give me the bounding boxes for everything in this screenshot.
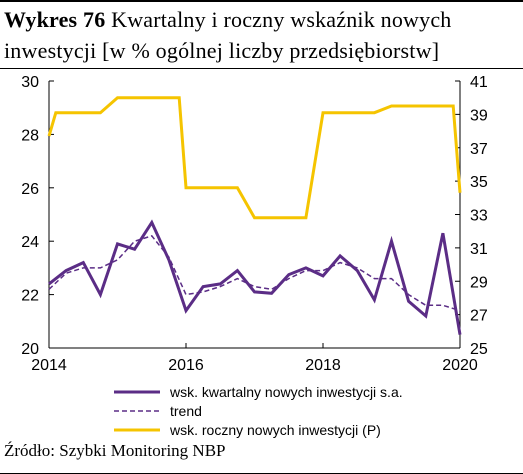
y-left-tick-label: 26 <box>21 181 39 198</box>
y-right-tick-label: 33 <box>470 208 488 225</box>
x-tick-label: 2016 <box>168 357 204 374</box>
quarterly-index-line <box>48 219 462 335</box>
legend-label: wsk. roczny nowych inwestycji (P) <box>169 422 381 438</box>
x-tick-label: 2018 <box>305 357 341 374</box>
figure-label: Wykres 76 <box>4 7 106 32</box>
y-right-tick-label: 37 <box>470 141 488 158</box>
legend-label: wsk. kwartalny nowych inwestycji s.a. <box>169 384 403 400</box>
y-left-tick-label: 20 <box>21 341 39 358</box>
y-left-tick-label: 22 <box>21 288 39 305</box>
source-note: Źródło: Szybki Monitoring NBP <box>4 441 226 460</box>
y-right-tick-label: 35 <box>470 174 488 191</box>
y-right-tick-label: 31 <box>470 241 488 258</box>
y-left-tick-label: 30 <box>21 74 39 91</box>
y-left-tick-label: 24 <box>21 234 39 251</box>
y-left-tick-label: 28 <box>21 127 39 144</box>
top-rule <box>0 0 523 2</box>
chart: 20 22 24 26 28 30 25 27 29 31 33 35 37 39 41 2014 2016 20… <box>21 74 488 438</box>
trend-line <box>48 235 461 312</box>
x-tick-label: 2020 <box>442 357 478 374</box>
y-right-tick-label: 29 <box>470 274 488 291</box>
x-tick-label: 2014 <box>31 357 67 374</box>
series-lines <box>47 96 462 335</box>
legend: wsk. kwartalny nowych inwestycji s.a. tre… <box>114 384 403 438</box>
y-right-tick-label: 39 <box>470 107 488 124</box>
title-divider <box>0 68 523 69</box>
axes: 20 22 24 26 28 30 25 27 29 31 33 35 37 39 41 2014 2016 20… <box>21 74 488 374</box>
y-right-tick-label: 27 <box>470 308 488 325</box>
figure-title-text: Kwartalny i roczny wskaźnik nowych inwes… <box>4 7 452 63</box>
legend-label: trend <box>170 403 202 419</box>
figure-title: Wykres 76 Kwartalny i roczny wskaźnik no… <box>4 4 519 66</box>
yearly-index-line <box>47 96 462 220</box>
y-right-tick-label: 25 <box>470 341 488 358</box>
y-right-tick-label: 41 <box>470 74 488 91</box>
